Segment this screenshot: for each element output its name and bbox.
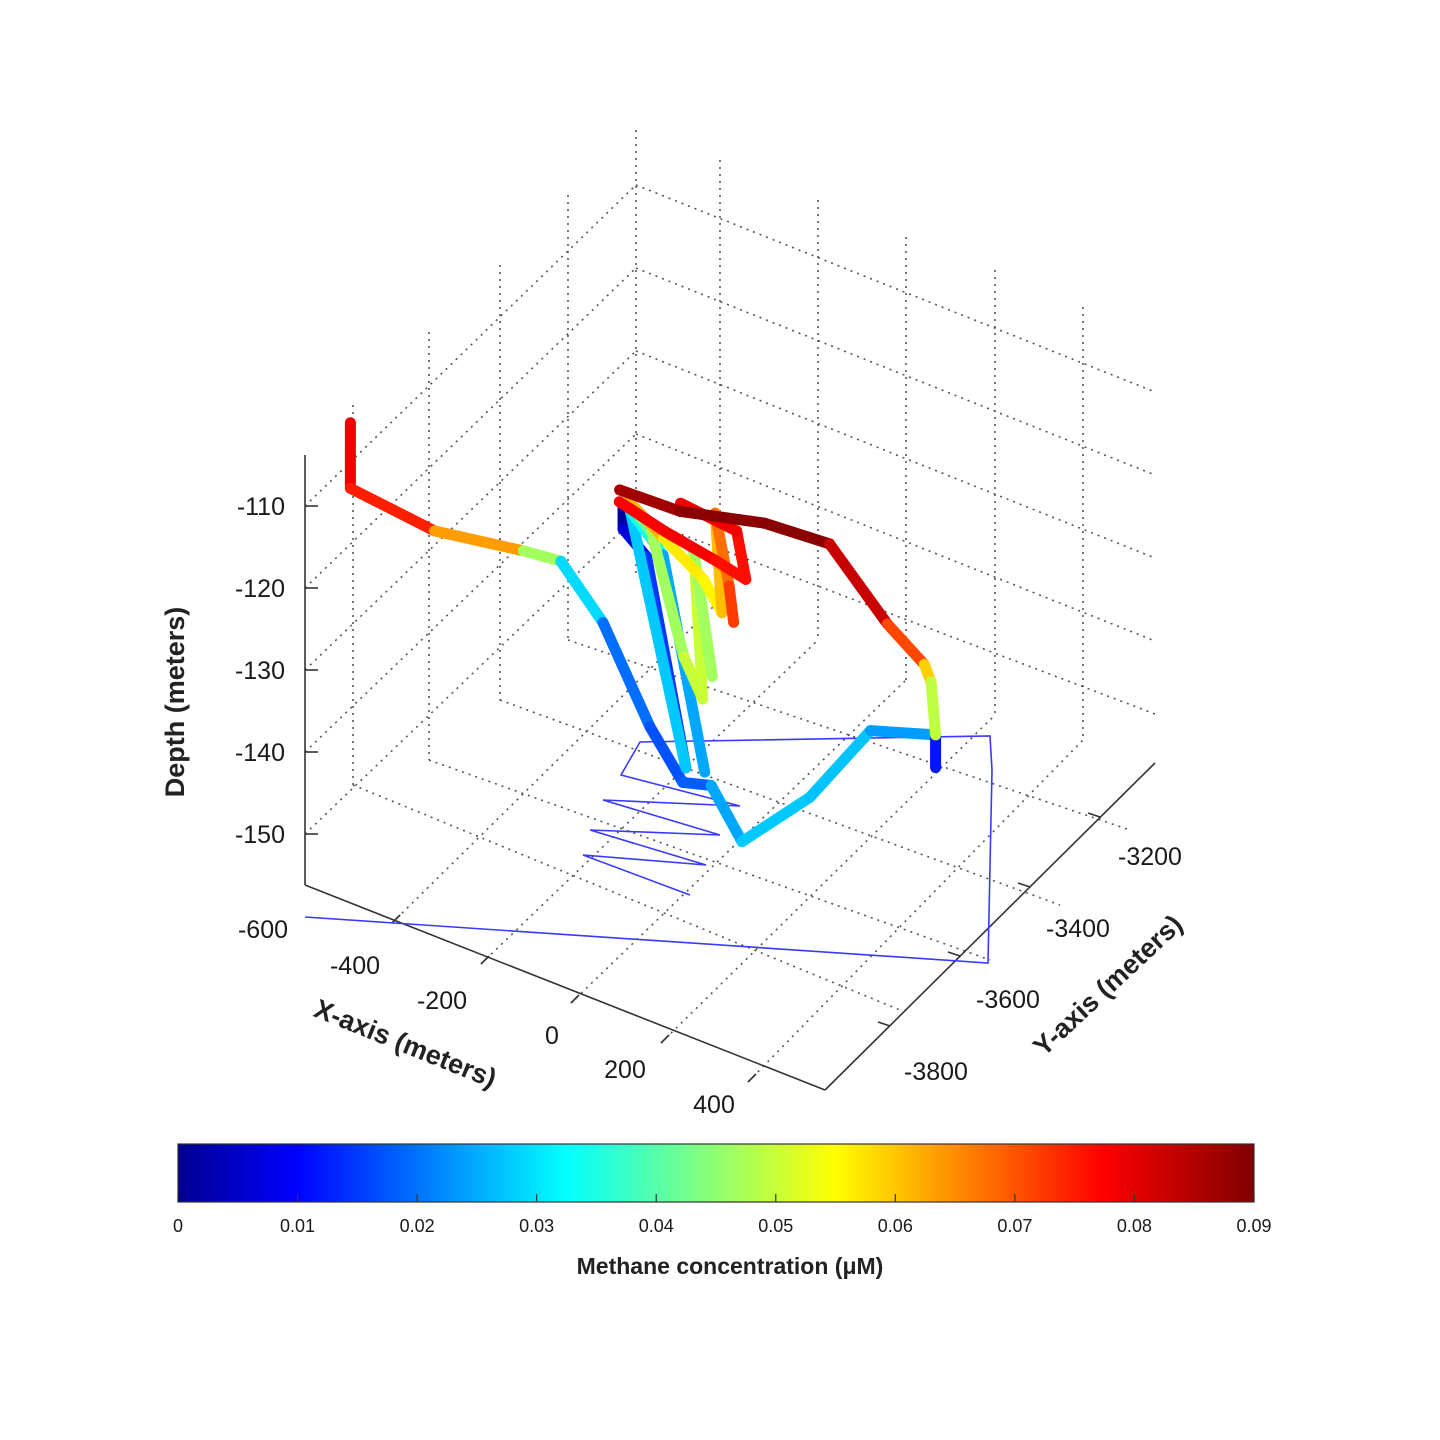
colorbar-tick-label: 0 [173, 1216, 183, 1236]
x-tick-label: -200 [417, 987, 467, 1015]
trajectory-series [344, 417, 942, 848]
trajectory-segment [344, 482, 441, 537]
y-tick-label: -3400 [1046, 915, 1110, 943]
colorbar-tick-label: 0.08 [1117, 1216, 1152, 1236]
colorbar-tick-label: 0.02 [400, 1216, 435, 1236]
y-tick-label: -3200 [1118, 843, 1182, 871]
y-tick-label: -3600 [976, 986, 1040, 1014]
z-tick-label: -110 [237, 493, 285, 521]
colorbar-tick-label: 0.07 [997, 1216, 1032, 1236]
x-axis-line [304, 884, 826, 1091]
trajectory-segment [736, 791, 816, 848]
colorbar-tick-label: 0.04 [639, 1216, 674, 1236]
z-tick-label: -120 [235, 575, 285, 603]
trajectory-segment [824, 538, 893, 630]
y-tick-label: -3800 [904, 1058, 968, 1086]
z-tick-labels: -110 -120 -130 -140 -150 [235, 493, 285, 849]
x-tick-label: 0 [545, 1022, 559, 1050]
trajectory-segment [658, 532, 709, 585]
trajectory-segment [705, 779, 748, 848]
colorbar-label: Methane concentration (μM) [577, 1253, 884, 1279]
trajectory-segment [614, 484, 687, 517]
x-tick-labels: -600 -400 -200 0 200 400 [238, 916, 735, 1119]
z-tick-label: -150 [235, 821, 285, 849]
x-tick-label: 400 [693, 1091, 735, 1119]
trajectory-segment [645, 526, 690, 663]
trajectory-segment [925, 676, 942, 741]
colorbar-tick-label: 0.06 [878, 1216, 913, 1236]
trajectory-segment [644, 721, 689, 788]
y-tick-labels: -3200 -3400 -3600 -3800 [904, 843, 1182, 1086]
x-tick-label: 200 [604, 1056, 646, 1084]
trajectory-segment [881, 618, 930, 670]
colorbar-tick-label: 0.05 [758, 1216, 793, 1236]
trajectory-segment [731, 525, 752, 585]
colorbar [177, 1143, 1255, 1203]
colorbar-tick-label: 0.09 [1236, 1216, 1271, 1236]
trajectory-segment [555, 555, 609, 629]
colorbar-tick-label: 0.03 [519, 1216, 554, 1236]
trajectory-segment [597, 617, 656, 733]
trajectory-segment [723, 580, 740, 628]
trajectory-segment [429, 525, 529, 557]
trajectory-segment [804, 725, 877, 803]
colorbar-tick-label: 0.01 [280, 1216, 315, 1236]
x-axis-label: X-axis (meters) [310, 993, 501, 1093]
trajectory-segment [624, 504, 692, 774]
x-tick-label: -600 [238, 916, 288, 944]
trajectory-segment [865, 725, 942, 741]
y-axis-line [824, 762, 1156, 1091]
z-tick-label: -140 [235, 739, 285, 767]
floor-projection [304, 735, 993, 964]
tick-marks [305, 505, 1101, 1083]
trajectory-segment [517, 545, 567, 567]
trajectory-segment [758, 517, 836, 550]
trajectory-segment [613, 496, 672, 538]
x-tick-label: -400 [330, 952, 380, 980]
z-axis-label: Depth (meters) [160, 607, 190, 798]
trajectory-segment [675, 505, 770, 529]
trajectory-segment [660, 526, 721, 566]
colorbar-ticks: 0 0.01 0.02 0.03 0.04 0.05 0.06 0.07 0.08 0.09 [173, 1194, 1272, 1236]
z-tick-label: -130 [235, 657, 285, 685]
